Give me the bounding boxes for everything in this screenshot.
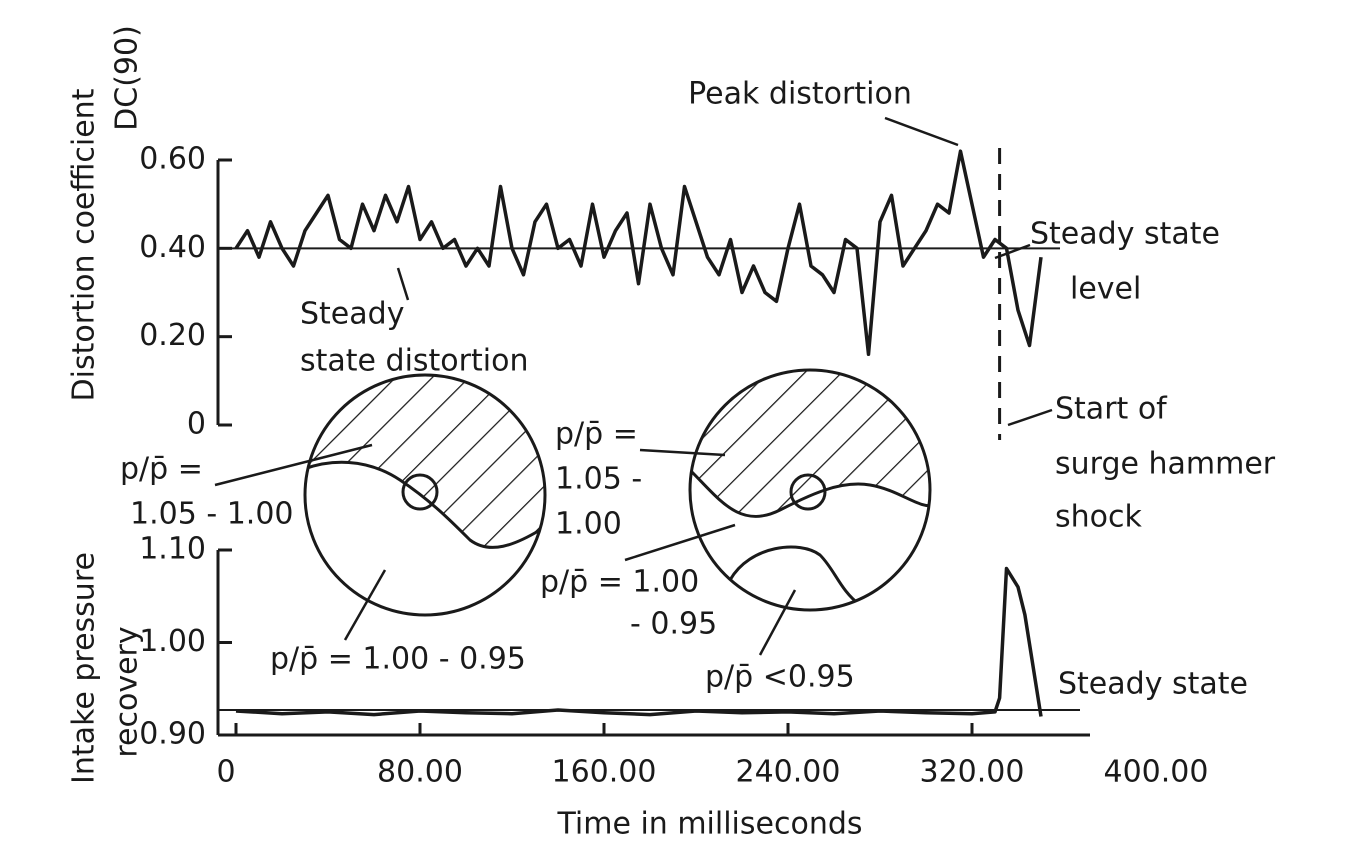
leaders bbox=[214, 116, 1053, 656]
annotation: Steady state bbox=[1030, 217, 1220, 252]
diagram-label: p/p̄ = 1.00 - 0.95 bbox=[270, 642, 526, 677]
y-tick-label: 1.00 bbox=[139, 624, 206, 659]
x-tick-label: 80.00 bbox=[377, 755, 463, 790]
diagram-label: 1.05 - bbox=[555, 462, 642, 497]
y-tick-label: 0.90 bbox=[139, 717, 206, 752]
x-tick-label: 0 bbox=[216, 755, 235, 790]
y-tick-label: 0.40 bbox=[139, 230, 206, 265]
annotation: state distortion bbox=[300, 344, 528, 379]
y-tick-label: 0.60 bbox=[139, 142, 206, 177]
diagram-label: p/p̄ = bbox=[120, 452, 203, 487]
annotation: level bbox=[1070, 272, 1141, 307]
x-tick-label: 400.00 bbox=[1104, 755, 1209, 790]
x-axis-label: Time in milliseconds bbox=[556, 807, 862, 842]
y-axis-label: recovery bbox=[110, 626, 145, 757]
data-line bbox=[234, 149, 1043, 357]
y-tick-label: 1.10 bbox=[139, 532, 206, 567]
y-axis-label: Distortion coefficient bbox=[67, 88, 102, 401]
annotation: shock bbox=[1055, 500, 1142, 535]
right-diagram bbox=[688, 368, 932, 612]
annotation: surge hammer bbox=[1055, 447, 1276, 482]
diagram-label: p/p̄ <0.95 bbox=[705, 660, 855, 695]
diagram-label: 1.05 - 1.00 bbox=[130, 497, 294, 532]
y-tick-label: 0.20 bbox=[139, 318, 206, 353]
annotation: Steady state bbox=[1058, 667, 1248, 702]
annotation: Peak distortion bbox=[688, 77, 912, 112]
left-diagram bbox=[303, 373, 547, 617]
diagram-label: p/p̄ = 1.00 bbox=[540, 565, 699, 600]
y-axis-label: Intake pressure bbox=[67, 552, 102, 784]
data-line bbox=[235, 566, 1043, 717]
y-tick-label: 0 bbox=[187, 407, 206, 442]
x-tick-label: 320.00 bbox=[920, 755, 1025, 790]
x-tick-label: 240.00 bbox=[736, 755, 841, 790]
annotation: Steady bbox=[300, 297, 404, 332]
y-axis-label: DC(90) bbox=[110, 25, 145, 131]
annotation: Start of bbox=[1055, 392, 1168, 427]
diagram-label: 1.00 bbox=[555, 507, 622, 542]
x-tick-label: 160.00 bbox=[552, 755, 657, 790]
diagram-label: p/p̄ = bbox=[555, 417, 638, 452]
diagram-label: - 0.95 bbox=[630, 607, 717, 642]
